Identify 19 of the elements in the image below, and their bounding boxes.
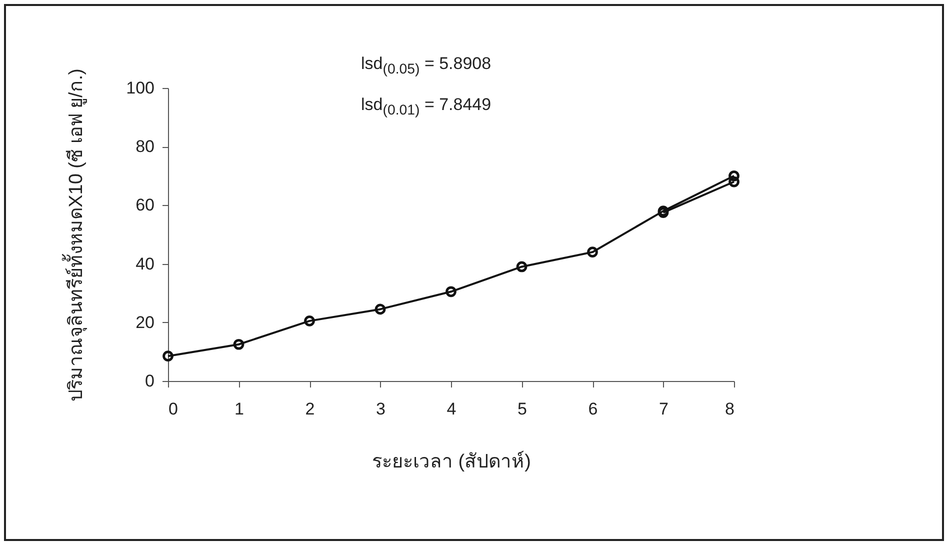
y-tick-label: 100 (126, 78, 154, 98)
y-tick-label: 40 (136, 254, 154, 274)
y-axis-title: ปริมาณจุลินทรีย์ทั้งหมดX10 (ซี เอฟ ยู/ก.) (62, 68, 88, 402)
y-tick-label: 80 (136, 137, 154, 156)
x-tick-label: 4 (446, 400, 456, 418)
x-tick-label: 6 (588, 400, 598, 418)
y-tick-label: 0 (145, 372, 154, 390)
x-tick-label: 7 (659, 400, 668, 418)
text: lsd$_{(0.05)}$ = 5.8908 (361, 53, 492, 80)
y-tick-label: 20 (136, 312, 154, 332)
annotation: lsd$_{(0.01)}$ = 7.8449 (361, 94, 492, 121)
x-tick-label: 2 (305, 400, 315, 418)
x-tick-label: 5 (518, 400, 527, 418)
x-tick-label: 1 (234, 400, 244, 418)
x-tick-label: 0 (168, 400, 178, 418)
x-tick-label: 3 (376, 400, 386, 418)
y-tick-label: 60 (136, 196, 154, 215)
x-tick-label: 8 (725, 400, 734, 418)
x-axis-title: ระยะเวลา (สัปดาห์) (372, 450, 531, 472)
